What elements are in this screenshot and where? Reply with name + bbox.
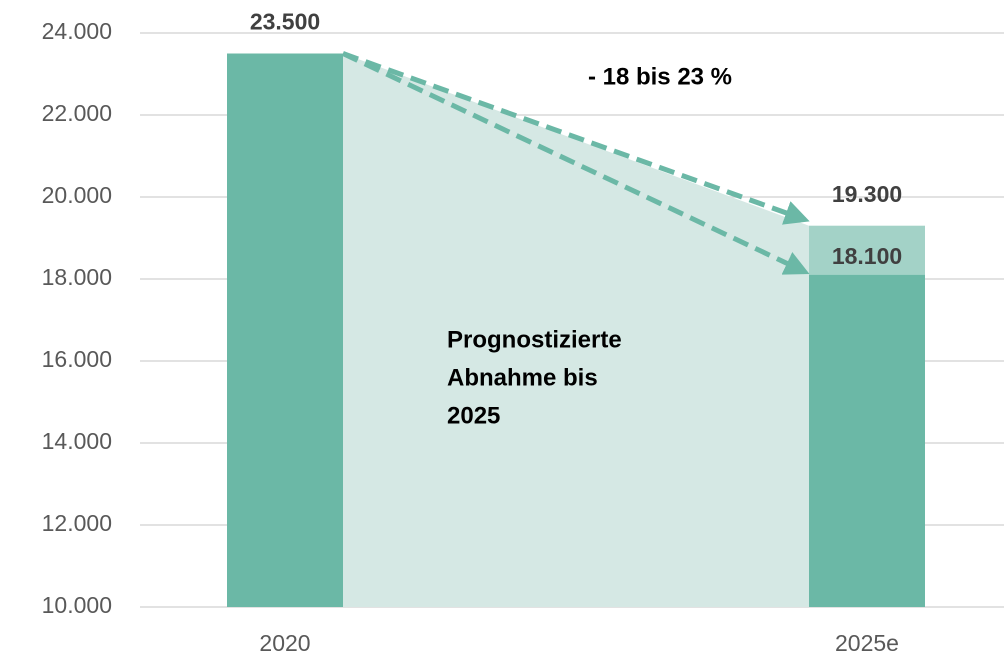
annotation: - 18 bis 23 % [588,63,732,90]
note-line: Prognostizierte [447,326,622,353]
y-tick-label: 12.000 [42,510,112,536]
y-tick-label: 24.000 [42,18,112,44]
arrow [341,51,810,275]
x-tick-label: 2025e [835,630,899,656]
arrow [342,51,810,225]
bar [809,274,925,607]
decline-area [343,53,809,607]
y-tick-label: 16.000 [42,346,112,372]
y-tick-label: 20.000 [42,182,112,208]
y-tick-label: 22.000 [42,100,112,126]
y-tick-label: 14.000 [42,428,112,454]
x-tick-label: 2020 [259,630,310,656]
value-label: 19.300 [832,181,902,207]
value-label: 18.100 [832,243,902,269]
bar [227,53,343,607]
y-tick-label: 18.000 [42,264,112,290]
y-tick-label: 10.000 [42,592,112,618]
note-line: Abnahme bis [447,364,598,391]
labels: 2020 2025e 23.500 18.100 19.300 - 18 bis 23 %… [250,9,902,657]
bars [227,53,925,607]
note-line: 2025 [447,402,500,429]
value-label: 23.500 [250,9,320,35]
area-layer [343,53,809,607]
